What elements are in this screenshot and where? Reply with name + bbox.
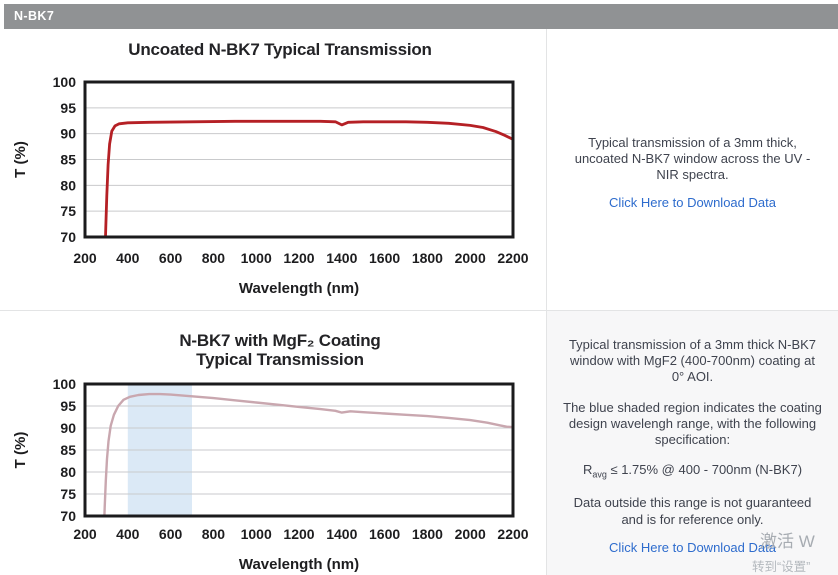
svg-text:95: 95 xyxy=(60,100,76,116)
reflectance-spec-line: Ravg ≤ 1.75% @ 400 - 700nm (N-BK7) xyxy=(583,462,802,481)
coated-description-panel: Typical transmission of a 3mm thick N-BK… xyxy=(546,311,838,575)
coated-download-data-link[interactable]: Click Here to Download Data xyxy=(609,539,776,555)
row-divider xyxy=(0,310,838,311)
svg-text:85: 85 xyxy=(60,152,76,168)
svg-text:1200: 1200 xyxy=(283,526,314,542)
svg-text:Wavelength (nm): Wavelength (nm) xyxy=(239,556,359,573)
svg-text:600: 600 xyxy=(159,526,183,542)
coated-description-text: Typical transmission of a 3mm thick N-BK… xyxy=(568,336,817,385)
coated-transmission-chart: 70 75 80 85 90 95 100 200 400 600 800 1000 1200 1400 1… xyxy=(12,376,529,573)
svg-text:75: 75 xyxy=(60,486,76,502)
section-header-bar: N-BK7 xyxy=(4,4,838,29)
svg-text:70: 70 xyxy=(60,229,76,245)
coated-chart-panel: N-BK7 with MgF₂ Coating Typical Transmis… xyxy=(0,311,546,575)
data-disclaimer-text: Data outside this range is not guarantee… xyxy=(573,495,812,527)
svg-text:1200: 1200 xyxy=(283,250,314,266)
svg-text:90: 90 xyxy=(60,420,76,436)
svg-text:1000: 1000 xyxy=(241,526,272,542)
uncoated-chart-title: Uncoated N-BK7 Typical Transmission xyxy=(128,40,432,59)
svg-text:400: 400 xyxy=(116,526,140,542)
svg-text:800: 800 xyxy=(202,526,226,542)
svg-text:100: 100 xyxy=(53,74,77,90)
svg-text:T (%): T (%) xyxy=(12,432,29,469)
svg-text:80: 80 xyxy=(60,464,76,480)
svg-text:600: 600 xyxy=(159,250,183,266)
svg-text:Wavelength (nm): Wavelength (nm) xyxy=(239,280,359,297)
svg-text:2000: 2000 xyxy=(455,250,486,266)
svg-text:2000: 2000 xyxy=(455,526,486,542)
svg-text:90: 90 xyxy=(60,126,76,142)
coated-chart-title: N-BK7 with MgF₂ Coating Typical Transmis… xyxy=(0,331,546,369)
svg-text:1400: 1400 xyxy=(326,526,357,542)
svg-text:75: 75 xyxy=(60,203,76,219)
coated-chart-title-line1: N-BK7 with MgF₂ Coating xyxy=(179,331,381,350)
svg-text:1400: 1400 xyxy=(326,250,357,266)
svg-text:80: 80 xyxy=(60,177,76,193)
spec-value: ≤ 1.75% @ 400 - 700nm (N-BK7) xyxy=(606,462,803,478)
uncoated-description-panel: Typical transmission of a 3mm thick, unc… xyxy=(546,29,838,310)
spec-symbol: R xyxy=(582,462,593,478)
svg-text:70: 70 xyxy=(60,508,76,524)
svg-text:95: 95 xyxy=(60,398,76,414)
section-title: N-BK7 xyxy=(14,9,55,23)
windows-activation-watermark: 激活 W 转到“设置” xyxy=(752,527,815,575)
svg-text:200: 200 xyxy=(73,250,97,266)
svg-text:2200: 2200 xyxy=(497,250,528,266)
coating-band-explanation-text: The blue shaded region indicates the coa… xyxy=(563,399,822,448)
coated-chart-title-line2: Typical Transmission xyxy=(196,350,364,369)
svg-text:1600: 1600 xyxy=(369,250,400,266)
uncoated-description-text: Typical transmission of a 3mm thick, unc… xyxy=(574,134,811,183)
svg-text:2200: 2200 xyxy=(497,526,528,542)
svg-text:T (%): T (%) xyxy=(12,141,29,178)
spec-subscript: avg xyxy=(592,470,607,481)
transmission-curve xyxy=(104,119,513,237)
svg-text:800: 800 xyxy=(202,250,226,266)
svg-text:200: 200 xyxy=(73,526,97,542)
svg-text:400: 400 xyxy=(116,250,140,266)
svg-text:100: 100 xyxy=(53,376,77,392)
uncoated-transmission-chart: 70 75 80 85 90 95 100 200 400 600 800 1000 1200 1400 1… xyxy=(12,74,529,297)
watermark-line1: 激活 W xyxy=(760,532,815,551)
svg-text:1000: 1000 xyxy=(241,250,272,266)
watermark-line2: 转到“设置” xyxy=(752,560,811,574)
uncoated-download-data-link[interactable]: Click Here to Download Data xyxy=(609,195,776,211)
svg-text:85: 85 xyxy=(60,442,76,458)
uncoated-chart-panel: Uncoated N-BK7 Typical Transmission 70 75… xyxy=(0,29,546,310)
svg-text:1800: 1800 xyxy=(412,250,443,266)
svg-text:1800: 1800 xyxy=(412,526,443,542)
transmission-curve xyxy=(103,392,513,516)
svg-text:1600: 1600 xyxy=(369,526,400,542)
